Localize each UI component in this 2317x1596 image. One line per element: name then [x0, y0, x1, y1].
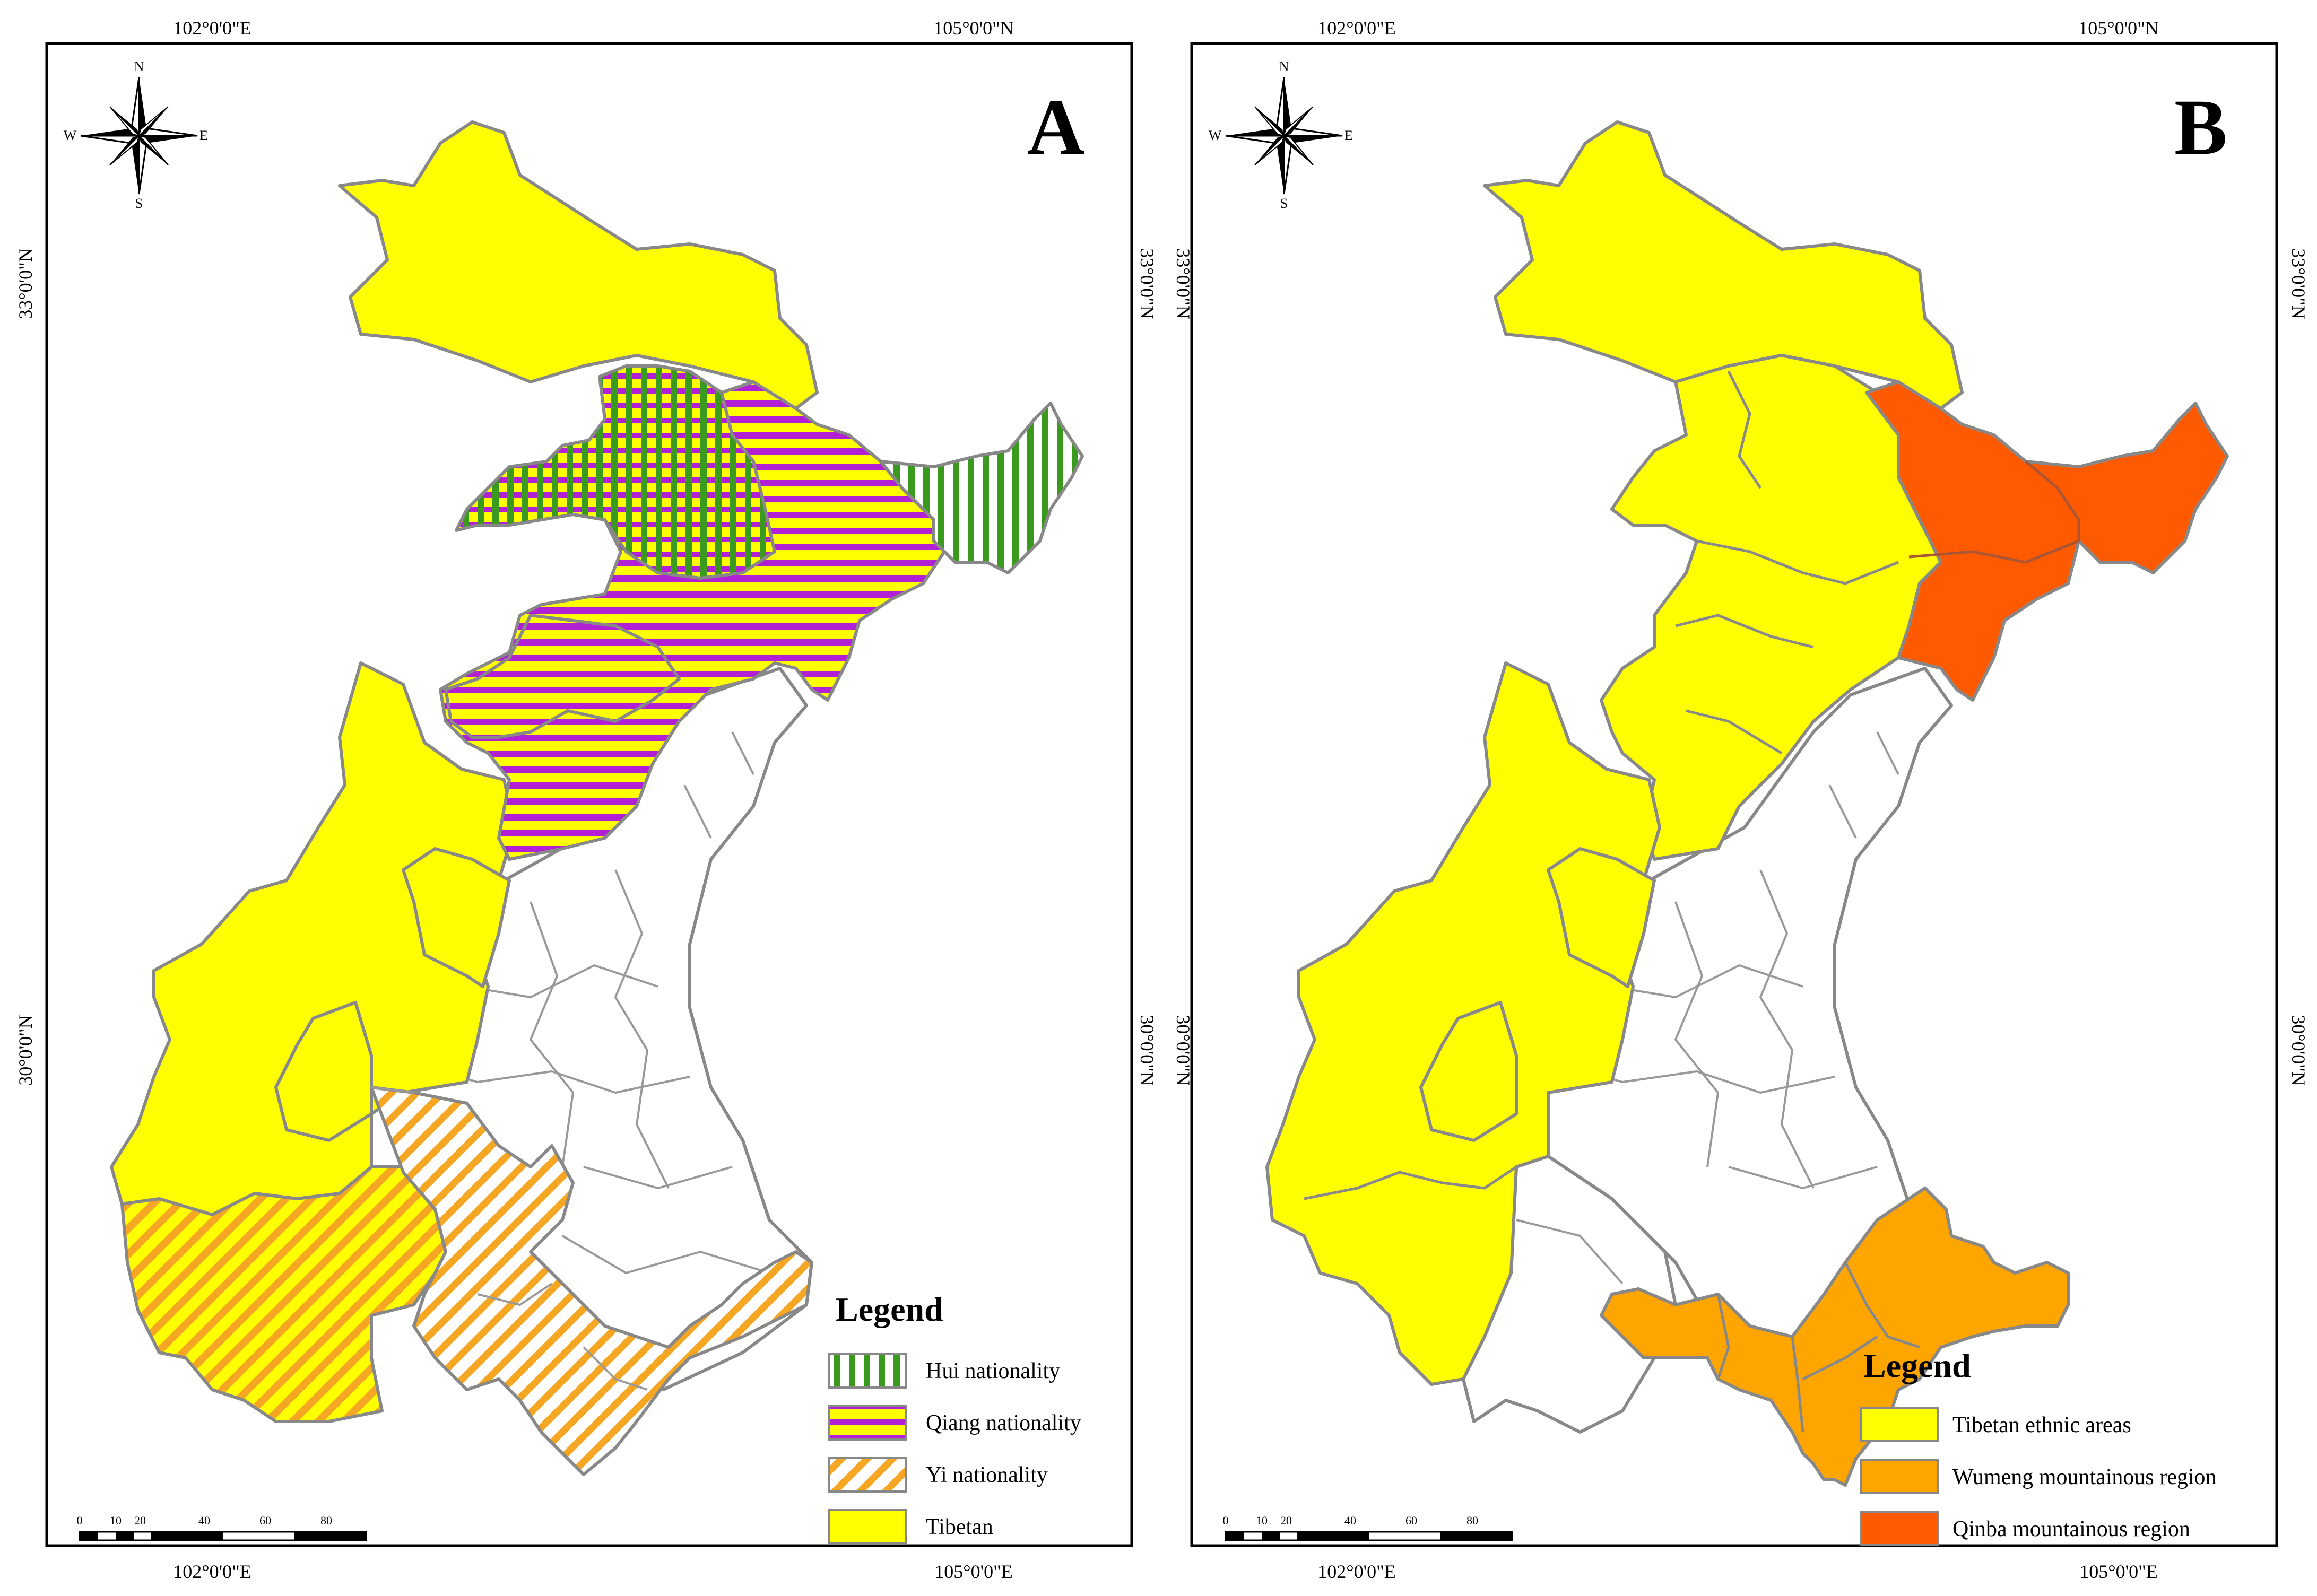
legend-swatch-wumeng: [1860, 1459, 1939, 1494]
legend-label-hui: Hui nationality: [926, 1359, 1060, 1383]
compass-e-label: E: [1344, 128, 1353, 143]
left-lat-upper-label: 33°0'0"N: [15, 248, 36, 319]
compass-n-label: N: [134, 59, 144, 74]
legend-label-tibetan: Tibetan: [926, 1515, 993, 1539]
panel-letter: B: [2174, 83, 2227, 171]
region-tibetan-lines: [1304, 370, 1899, 1200]
scale-tick-10: 10: [1256, 1514, 1268, 1527]
compass-w-label: W: [64, 128, 77, 143]
bottom-lon-left-label: 102°0'0"E: [1317, 1561, 1396, 1582]
scale-tick-10: 10: [110, 1514, 122, 1527]
scale-tick-0: 0: [1223, 1514, 1229, 1527]
right-lat-lower-label: 30°0'0"N: [1136, 1015, 1158, 1086]
legend-swatch-qinba: [1860, 1511, 1939, 1546]
scale-unit: Miles: [1476, 1530, 1500, 1542]
scale-bar-b: 0 10 20 40 60 80 Miles: [1223, 1514, 1513, 1542]
legend-label-qiang: Qiang nationality: [926, 1411, 1081, 1435]
region-qinba: [1865, 380, 2229, 702]
legend-title: Legend: [836, 1290, 943, 1328]
region-tibetan-north: [338, 120, 819, 410]
legend-swatch-qiang: [828, 1405, 907, 1441]
legend-swatch-hui: [828, 1353, 907, 1389]
scale-tick-80: 80: [320, 1514, 332, 1527]
legend-label-tibetan: Tibetan ethnic areas: [1952, 1413, 2131, 1437]
region-inner-lines: [1516, 731, 1899, 1285]
region-wumeng-lines: [1716, 1261, 1920, 1433]
bottom-lon-left-label: 102°0'0"E: [173, 1561, 251, 1582]
right-lat-upper-label: 33°0'0"N: [2288, 248, 2309, 319]
region-tibetan-north: [1483, 120, 1964, 410]
top-lon-left-label: 102°0'0"E: [173, 18, 251, 39]
compass-rose-a: N S E W: [64, 59, 208, 211]
region-wumeng: [1600, 1187, 2070, 1487]
right-lat-lower-label: 30°0'0"N: [2288, 1015, 2309, 1086]
scale-tick-60: 60: [259, 1514, 271, 1527]
region-hui-east: [879, 402, 1084, 574]
panel-a: 102°0'0"E 105°0'0"N 102°0'0"E 105°0'0"E …: [15, 18, 1158, 1582]
legend-label-qinba: Qinba mountainous region: [1952, 1517, 2190, 1541]
compass-e-label: E: [199, 128, 208, 143]
scale-tick-20: 20: [1280, 1514, 1292, 1527]
legend-swatch-yi: [828, 1457, 907, 1493]
compass-s-label: S: [1280, 196, 1288, 211]
legend-swatch-tibetan: [1860, 1407, 1939, 1442]
top-lon-left-label: 102°0'0"E: [1317, 18, 1396, 39]
panel-letter: A: [1027, 83, 1084, 171]
legend-label-yi: Yi nationality: [926, 1463, 1048, 1487]
legend-b: Legend Tibetan ethnic areas Wumeng mount…: [1860, 1347, 2217, 1546]
scale-bar-a: 0 10 20 40 60 80 Miles: [77, 1514, 367, 1542]
region-tibetan-inner: [1547, 847, 1656, 988]
legend-title: Legend: [1863, 1347, 1971, 1384]
scale-tick-40: 40: [1344, 1514, 1356, 1527]
panel-b: 102°0'0"E 105°0'0"N 102°0'0"E 105°0'0"E …: [1173, 18, 2309, 1582]
compass-s-label: S: [135, 196, 143, 211]
left-lat-lower-label: 30°0'0"N: [15, 1015, 36, 1086]
compass-rose-b: N S E W: [1209, 59, 1353, 211]
map-b: [1265, 120, 2229, 1487]
region-tibetan-inner: [402, 847, 511, 988]
scale-tick-20: 20: [134, 1514, 146, 1527]
map-a: [110, 120, 1084, 1476]
bottom-lon-right-label: 105°0'0"E: [2079, 1561, 2158, 1582]
top-lon-right-label: 105°0'0"N: [2078, 18, 2159, 39]
scale-unit: Miles: [330, 1530, 354, 1542]
legend-a: Legend Hui nationality Qiang nationality…: [828, 1290, 1081, 1545]
scale-tick-40: 40: [198, 1514, 210, 1527]
region-qinba-lines: [1908, 460, 2080, 564]
region-yi-top-boundary: [371, 1086, 648, 1391]
legend-swatch-tibetan: [828, 1509, 907, 1545]
region-yi-dense: [120, 1165, 458, 1423]
bottom-lon-right-label: 105°0'0"E: [934, 1561, 1013, 1582]
compass-n-label: N: [1279, 59, 1289, 74]
left-lat-lower-label: 30°0'0"N: [1173, 1015, 1194, 1086]
top-lon-right-label: 105°0'0"N: [933, 18, 1014, 39]
scale-tick-60: 60: [1405, 1514, 1417, 1527]
right-lat-upper-label: 33°0'0"N: [1136, 248, 1158, 319]
region-tibetan-small: [1419, 1001, 1518, 1142]
legend-label-wumeng: Wumeng mountainous region: [1952, 1465, 2217, 1489]
region-tibetan-small: [274, 1001, 373, 1142]
region-yi-sparse: [370, 1086, 813, 1476]
region-qiang-west: [444, 614, 681, 739]
scale-tick-80: 80: [1466, 1514, 1478, 1527]
scale-tick-0: 0: [77, 1514, 83, 1527]
region-hui-qiang: [455, 364, 776, 580]
compass-w-label: W: [1209, 128, 1222, 143]
left-lat-upper-label: 33°0'0"N: [1173, 248, 1194, 319]
